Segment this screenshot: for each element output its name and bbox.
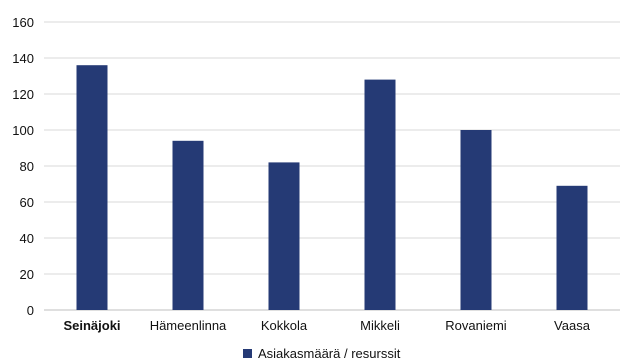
bar [364,79,396,310]
y-tick-label: 140 [12,51,34,66]
y-tick-label: 40 [20,231,34,246]
legend: Asiakasmäärä / resurssit [243,346,401,361]
x-category-label: Kokkola [261,318,308,333]
x-category-label: Mikkeli [360,318,400,333]
bar [460,130,492,310]
y-tick-label: 20 [20,267,34,282]
x-category-label: Rovaniemi [445,318,507,333]
bar [76,65,108,310]
bar [556,185,588,310]
x-category-label: Vaasa [554,318,591,333]
y-tick-label: 60 [20,195,34,210]
y-tick-label: 80 [20,159,34,174]
y-tick-label: 0 [27,303,34,318]
x-category-label: Seinäjoki [63,318,120,333]
bar [172,140,204,310]
legend-swatch [243,349,252,358]
x-category-label: Hämeenlinna [150,318,227,333]
bar [268,162,300,310]
y-tick-label: 120 [12,87,34,102]
legend-label: Asiakasmäärä / resurssit [258,346,401,361]
y-tick-label: 160 [12,15,34,30]
y-axis-tick-labels: 0 20 40 60 80 100 120 140 160 [12,15,34,318]
x-axis-category-labels: Seinäjoki Hämeenlinna Kokkola Mikkeli Rovani… [63,318,590,333]
bars [76,65,588,310]
y-tick-label: 100 [12,123,34,138]
gridlines [44,21,620,311]
